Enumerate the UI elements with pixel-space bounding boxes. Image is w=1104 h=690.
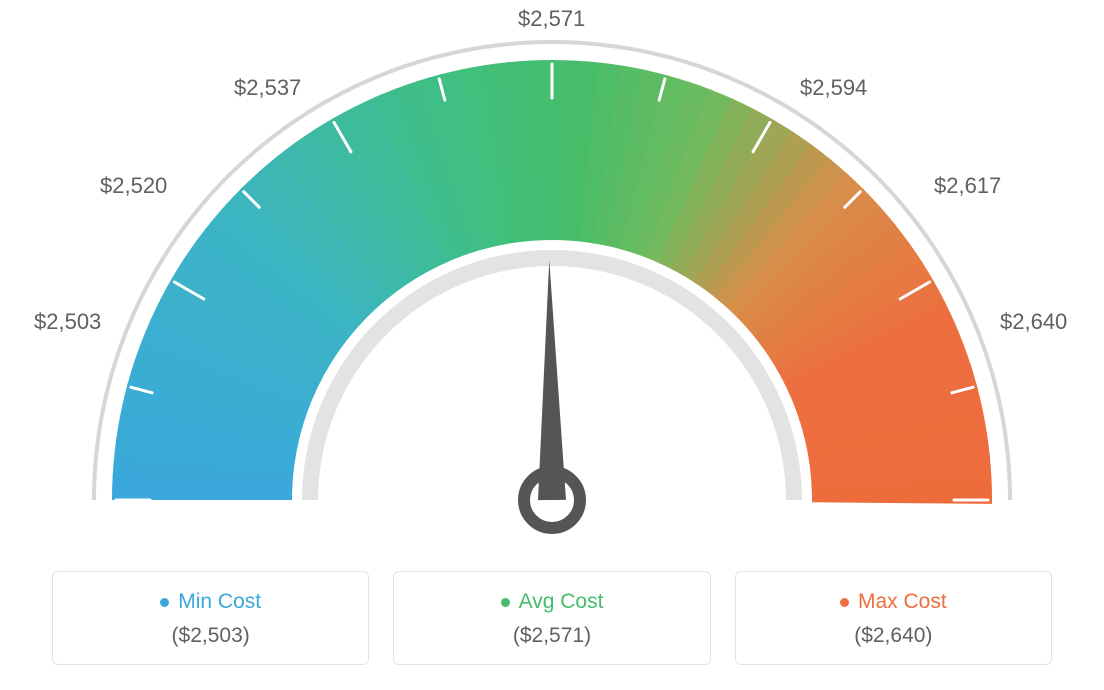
gauge-tick-label: $2,537 [234,75,301,101]
gauge-chart: $2,503 $2,520 $2,537 $2,571 $2,594 $2,61… [0,0,1104,550]
dot-icon [501,598,510,607]
legend-card-max: Max Cost ($2,640) [735,571,1052,665]
legend-row: Min Cost ($2,503) Avg Cost ($2,571) Max … [52,571,1052,665]
gauge-tick-label: $2,520 [100,173,167,199]
dot-icon [160,598,169,607]
gauge-tick-label: $2,571 [518,6,585,32]
legend-label: Max Cost [858,590,947,614]
legend-label: Min Cost [178,590,261,614]
legend-value: ($2,640) [746,624,1041,648]
gauge-tick-label: $2,594 [800,75,867,101]
legend-title-min: Min Cost [160,590,261,614]
dot-icon [840,598,849,607]
legend-label: Avg Cost [519,590,604,614]
legend-value: ($2,503) [63,624,358,648]
legend-title-max: Max Cost [840,590,947,614]
gauge-tick-label: $2,503 [34,309,101,335]
gauge-tick-label: $2,617 [934,173,1001,199]
legend-card-min: Min Cost ($2,503) [52,571,369,665]
legend-title-avg: Avg Cost [501,590,604,614]
legend-card-avg: Avg Cost ($2,571) [393,571,710,665]
legend-value: ($2,571) [404,624,699,648]
gauge-tick-label: $2,640 [1000,309,1067,335]
gauge-svg [52,10,1052,550]
